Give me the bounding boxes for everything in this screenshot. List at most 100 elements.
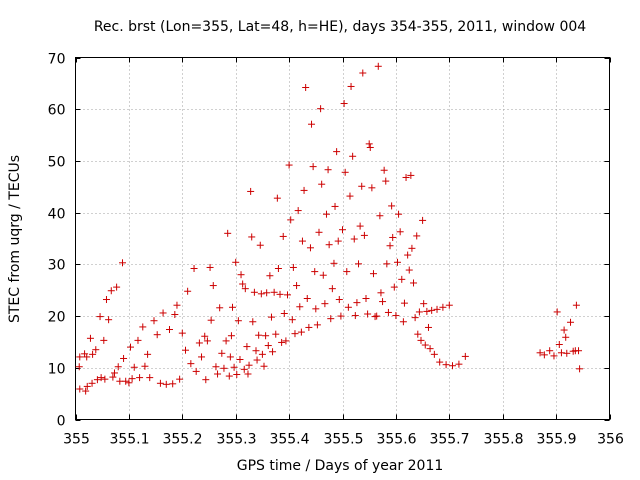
data-point xyxy=(201,332,209,340)
data-point xyxy=(146,374,154,382)
data-point xyxy=(192,367,200,375)
y-axis-label: STEC from uqrg / TECUs xyxy=(7,155,23,323)
data-point xyxy=(317,105,325,113)
data-point xyxy=(198,353,206,361)
data-point xyxy=(279,232,287,240)
data-point xyxy=(218,349,226,357)
data-point xyxy=(276,290,284,298)
data-point xyxy=(243,343,251,351)
data-point xyxy=(546,347,554,355)
data-point xyxy=(266,272,274,280)
data-point xyxy=(567,318,575,326)
data-point xyxy=(165,326,173,334)
data-point xyxy=(274,264,282,272)
data-point xyxy=(302,83,310,91)
data-point xyxy=(400,299,408,307)
data-point xyxy=(178,329,186,337)
data-point xyxy=(120,354,128,362)
data-point xyxy=(319,271,327,279)
data-point xyxy=(250,288,258,296)
y-tick-label: 10 xyxy=(48,362,66,378)
data-point xyxy=(557,349,565,357)
y-tick-label: 30 xyxy=(48,258,66,274)
data-point xyxy=(262,332,270,340)
data-point xyxy=(308,120,316,128)
data-point xyxy=(339,226,346,234)
data-point xyxy=(311,268,319,276)
x-tick-label: 355.8 xyxy=(483,432,523,448)
data-point xyxy=(420,300,428,308)
data-point xyxy=(365,140,373,148)
data-point xyxy=(234,317,242,325)
x-tick-label: 355 xyxy=(63,432,90,448)
data-point xyxy=(340,100,348,108)
data-point xyxy=(408,244,416,252)
data-point xyxy=(127,343,135,351)
data-point xyxy=(575,347,583,355)
x-tick-label: 355.9 xyxy=(536,432,576,448)
data-point xyxy=(373,312,381,320)
data-point xyxy=(313,321,321,329)
x-tick-label: 355.6 xyxy=(376,432,416,448)
data-point xyxy=(426,345,434,353)
data-point xyxy=(296,303,304,311)
data-point xyxy=(173,301,181,309)
data-point xyxy=(212,363,220,371)
data-point xyxy=(267,313,275,321)
data-point xyxy=(187,360,195,368)
data-point xyxy=(376,212,384,220)
data-point xyxy=(417,336,425,344)
data-point xyxy=(424,323,432,331)
data-point xyxy=(141,362,149,370)
data-point xyxy=(195,339,203,347)
data-point xyxy=(293,282,301,290)
data-point xyxy=(439,303,447,311)
data-point xyxy=(562,333,570,341)
data-points xyxy=(75,62,584,395)
data-point xyxy=(388,202,396,210)
data-point xyxy=(410,279,418,287)
data-point xyxy=(461,352,469,360)
data-point xyxy=(560,326,568,334)
data-point xyxy=(236,356,244,364)
data-point xyxy=(239,280,247,288)
data-point xyxy=(321,300,329,308)
data-point xyxy=(273,194,281,202)
data-point xyxy=(156,379,164,387)
data-point xyxy=(182,346,190,354)
y-tick-label: 20 xyxy=(48,310,66,326)
data-point xyxy=(214,370,222,378)
data-point xyxy=(331,202,339,210)
data-point xyxy=(430,350,438,358)
data-point xyxy=(380,166,388,174)
data-point xyxy=(355,260,363,268)
data-point xyxy=(247,187,255,195)
x-tick-label: 355.7 xyxy=(429,432,469,448)
data-point xyxy=(576,365,584,373)
data-point xyxy=(433,305,441,313)
data-point xyxy=(171,311,179,319)
data-point xyxy=(96,313,104,321)
data-point xyxy=(364,310,372,318)
data-point xyxy=(263,289,271,297)
data-point xyxy=(280,309,288,317)
data-point xyxy=(264,342,272,350)
data-point xyxy=(184,287,192,295)
data-point xyxy=(421,341,429,349)
y-tick-label: 40 xyxy=(48,207,66,223)
data-point xyxy=(150,317,158,325)
data-point xyxy=(390,283,398,291)
data-point xyxy=(368,184,376,192)
data-point xyxy=(322,210,330,218)
data-point xyxy=(228,303,236,311)
data-point xyxy=(394,258,402,266)
data-point xyxy=(555,341,563,349)
data-point xyxy=(169,380,177,388)
data-point xyxy=(398,275,406,283)
x-tick-label: 355.5 xyxy=(323,432,363,448)
y-tick-label: 0 xyxy=(57,414,66,430)
data-point xyxy=(88,379,96,387)
data-point xyxy=(399,318,407,326)
data-point xyxy=(455,360,463,368)
